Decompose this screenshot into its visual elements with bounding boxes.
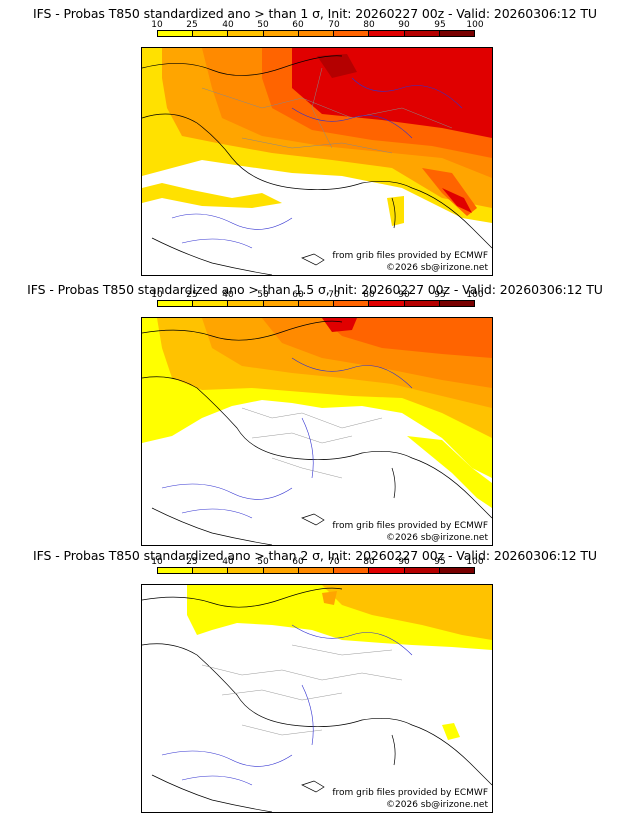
color-swatch bbox=[404, 301, 440, 306]
color-swatch bbox=[158, 301, 194, 306]
map-graphic bbox=[142, 318, 492, 545]
legend-tick: 10 bbox=[151, 20, 163, 30]
colorbar-strip bbox=[157, 567, 475, 574]
colorbar-strip bbox=[157, 30, 475, 37]
color-swatch bbox=[404, 568, 440, 573]
panel-title: IFS - Probas T850 standardized ano > tha… bbox=[33, 6, 597, 21]
legend-tick: 80 bbox=[363, 557, 375, 567]
color-swatch bbox=[158, 31, 194, 36]
legend-tick: 40 bbox=[222, 20, 234, 30]
color-swatch bbox=[369, 568, 405, 573]
color-swatch bbox=[193, 301, 229, 306]
data-source-credit: from grib files provided by ECMWF bbox=[332, 251, 488, 261]
map-graphic bbox=[142, 585, 492, 812]
legend-tick: 95 bbox=[434, 557, 446, 567]
color-swatch bbox=[369, 301, 405, 306]
copyright-credit: ©2026 sb@irizone.net bbox=[386, 533, 488, 543]
legend-tick: 50 bbox=[257, 20, 269, 30]
colorbar-strip bbox=[157, 300, 475, 307]
legend-tick: 70 bbox=[328, 20, 340, 30]
probability-map: from grib files provided by ECMWF ©2026 … bbox=[141, 47, 493, 276]
color-swatch bbox=[228, 31, 264, 36]
color-swatch bbox=[439, 568, 474, 573]
legend-tick: 80 bbox=[363, 20, 375, 30]
legend-tick: 10 bbox=[151, 290, 163, 300]
legend-tick: 95 bbox=[434, 20, 446, 30]
legend-tick: 80 bbox=[363, 290, 375, 300]
color-swatch bbox=[263, 301, 299, 306]
panel-title: IFS - Probas T850 standardized ano > tha… bbox=[27, 282, 603, 297]
copyright-credit: ©2026 sb@irizone.net bbox=[386, 263, 488, 273]
data-source-credit: from grib files provided by ECMWF bbox=[332, 788, 488, 798]
colorbar-legend: 10 25 40 50 60 70 80 90 95 100 bbox=[151, 20, 484, 37]
color-swatch bbox=[228, 568, 264, 573]
color-swatch bbox=[334, 568, 370, 573]
legend-tick: 60 bbox=[292, 290, 304, 300]
legend-tick: 25 bbox=[186, 290, 198, 300]
legend-tick: 100 bbox=[466, 20, 484, 30]
color-swatch bbox=[404, 31, 440, 36]
legend-tick: 60 bbox=[292, 557, 304, 567]
data-source-credit: from grib files provided by ECMWF bbox=[332, 521, 488, 531]
color-swatch bbox=[439, 301, 474, 306]
color-swatch bbox=[158, 568, 194, 573]
legend-tick: 90 bbox=[398, 290, 410, 300]
color-swatch bbox=[263, 568, 299, 573]
probability-map: from grib files provided by ECMWF ©2026 … bbox=[141, 317, 493, 546]
colorbar-legend: 10 25 40 50 60 70 80 90 95 100 bbox=[151, 290, 484, 307]
color-swatch bbox=[228, 301, 264, 306]
legend-tick: 95 bbox=[434, 290, 446, 300]
color-swatch bbox=[334, 301, 370, 306]
map-graphic bbox=[142, 48, 492, 275]
color-swatch bbox=[369, 31, 405, 36]
legend-tick: 70 bbox=[328, 290, 340, 300]
color-swatch bbox=[193, 568, 229, 573]
probability-map: from grib files provided by ECMWF ©2026 … bbox=[141, 584, 493, 813]
legend-tick: 90 bbox=[398, 20, 410, 30]
legend-tick: 40 bbox=[222, 290, 234, 300]
color-swatch bbox=[263, 31, 299, 36]
color-swatch bbox=[298, 31, 335, 36]
copyright-credit: ©2026 sb@irizone.net bbox=[386, 800, 488, 810]
legend-tick: 70 bbox=[328, 557, 340, 567]
legend-tick: 60 bbox=[292, 20, 304, 30]
legend-tick: 90 bbox=[398, 557, 410, 567]
color-swatch bbox=[298, 568, 335, 573]
color-swatch bbox=[439, 31, 474, 36]
color-swatch bbox=[193, 31, 229, 36]
legend-tick: 50 bbox=[257, 290, 269, 300]
legend-tick: 50 bbox=[257, 557, 269, 567]
legend-tick: 10 bbox=[151, 557, 163, 567]
legend-tick: 100 bbox=[466, 290, 484, 300]
legend-tick: 25 bbox=[186, 20, 198, 30]
legend-tick: 40 bbox=[222, 557, 234, 567]
panel-title: IFS - Probas T850 standardized ano > tha… bbox=[33, 548, 597, 563]
color-swatch bbox=[298, 301, 335, 306]
colorbar-legend: 10 25 40 50 60 70 80 90 95 100 bbox=[151, 557, 484, 574]
legend-tick: 100 bbox=[466, 557, 484, 567]
legend-tick: 25 bbox=[186, 557, 198, 567]
color-swatch bbox=[334, 31, 370, 36]
